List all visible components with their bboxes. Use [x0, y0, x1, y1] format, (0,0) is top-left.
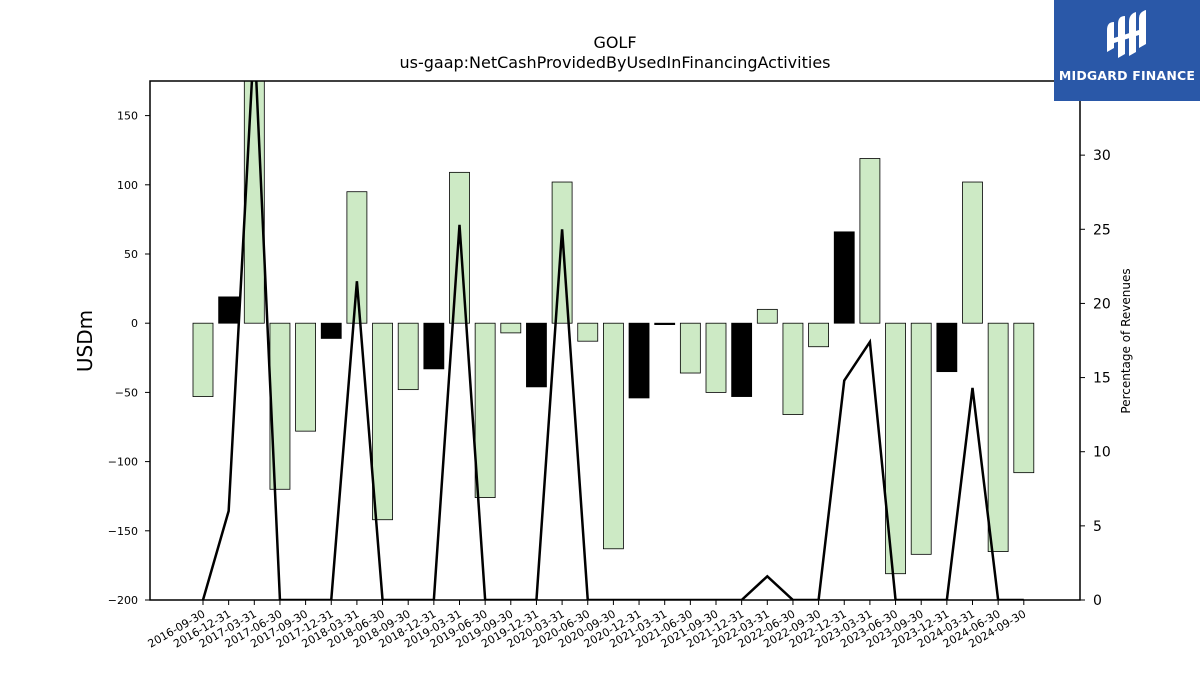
bar — [859, 158, 881, 324]
chart-title: GOLF — [593, 33, 636, 52]
bar — [910, 322, 932, 555]
y-tick-label: −150 — [108, 525, 138, 538]
y2-axis-label: Percentage of Revenues — [1119, 268, 1133, 413]
y-tick-label: −50 — [115, 386, 138, 399]
bar — [782, 322, 804, 415]
brand-name: MIDGARD FINANCE — [1058, 68, 1196, 83]
bar — [474, 322, 496, 498]
y-tick-label: −200 — [108, 594, 138, 607]
bar — [346, 191, 368, 324]
bar — [423, 322, 445, 370]
bar — [397, 322, 419, 391]
bar — [885, 322, 906, 575]
bar — [833, 231, 855, 324]
bar — [679, 322, 701, 374]
y-tick-label: −100 — [108, 456, 138, 469]
bar — [936, 322, 958, 373]
y-tick-label: 0 — [131, 317, 138, 330]
bar — [731, 322, 753, 397]
bar — [603, 322, 624, 550]
bar — [962, 181, 983, 324]
bar — [500, 322, 522, 334]
y2-tick-label: 15 — [1093, 371, 1111, 387]
bar — [987, 322, 1009, 552]
y-tick-label: 100 — [117, 179, 138, 192]
plot-area: −200−150−100−500501001500510152025302016… — [108, 80, 1111, 651]
bar-series — [192, 81, 1035, 575]
percentage-line — [201, 81, 1024, 600]
bar — [705, 322, 727, 393]
plot-frame — [149, 80, 1081, 601]
bar — [577, 322, 599, 342]
chart-subtitle: us-gaap:NetCashProvidedByUsedInFinancing… — [399, 53, 830, 72]
y2-tick-label: 5 — [1093, 519, 1102, 535]
bar — [218, 296, 240, 324]
bar — [808, 322, 829, 348]
y2-tick-label: 20 — [1093, 296, 1111, 312]
midgard-logo-icon — [1107, 10, 1146, 58]
bar — [320, 322, 342, 339]
brand-logo: MIDGARD FINANCE — [1054, 0, 1200, 101]
bar — [526, 322, 547, 388]
bar — [192, 322, 214, 397]
bar — [295, 322, 317, 432]
bar — [628, 322, 650, 399]
bar — [372, 322, 393, 521]
y2-tick-label: 0 — [1093, 593, 1102, 609]
bar — [551, 181, 573, 324]
y-axis-label: USDm — [73, 310, 97, 372]
y-tick-label: 50 — [124, 248, 138, 261]
bar — [449, 171, 470, 324]
bar — [756, 308, 778, 324]
y2-tick-label: 25 — [1093, 222, 1111, 238]
bar — [654, 322, 676, 325]
y2-tick-label: 10 — [1093, 445, 1111, 461]
bar — [1013, 322, 1035, 474]
y2-tick-label: 30 — [1093, 148, 1111, 164]
y-tick-label: 150 — [117, 110, 138, 123]
